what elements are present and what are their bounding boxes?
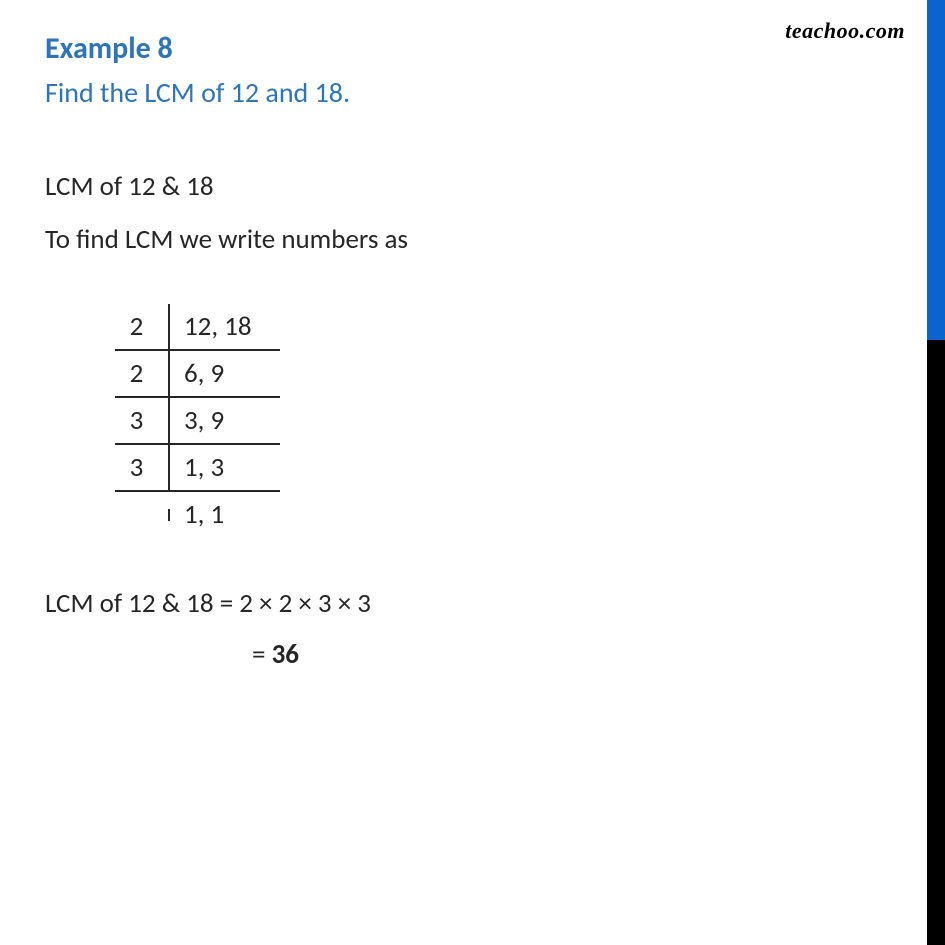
ladder-numbers: 3, 9 [170, 398, 280, 445]
question-text: Find the LCM of 12 and 18. [45, 75, 895, 110]
ladder-divisor: 2 [115, 351, 170, 398]
ladder-numbers: 1, 1 [170, 492, 280, 537]
ladder-numbers: 6, 9 [170, 351, 280, 398]
page-content: Example 8 Find the LCM of 12 and 18. LCM… [0, 0, 945, 701]
ladder-divisor: 3 [115, 398, 170, 445]
ladder-row: 2 12, 18 [115, 304, 280, 351]
division-ladder: 2 12, 18 2 6, 9 3 3, 9 3 1, 3 1, 1 [115, 304, 280, 537]
result-answer-line: = 36 [252, 638, 895, 671]
ladder-numbers: 12, 18 [170, 304, 280, 351]
ladder-row: 1, 1 [115, 492, 280, 537]
ladder-row: 3 1, 3 [115, 445, 280, 492]
side-border-bottom [927, 340, 945, 945]
equals-text: = [252, 638, 272, 671]
final-answer: 36 [272, 638, 299, 671]
ladder-numbers: 1, 3 [170, 445, 280, 492]
ladder-divisor: 3 [115, 445, 170, 492]
result-expression: LCM of 12 & 18 = 2 × 2 × 3 × 3 [45, 587, 895, 620]
intro-line-1: LCM of 12 & 18 [45, 170, 895, 203]
example-heading: Example 8 [45, 30, 895, 67]
ladder-row: 2 6, 9 [115, 351, 280, 398]
watermark: teachoo.com [785, 18, 905, 44]
ladder-row: 3 3, 9 [115, 398, 280, 445]
side-border-top [927, 0, 945, 340]
ladder-divisor [115, 509, 170, 521]
ladder-divisor: 2 [115, 304, 170, 351]
intro-line-2: To find LCM we write numbers as [45, 223, 895, 256]
